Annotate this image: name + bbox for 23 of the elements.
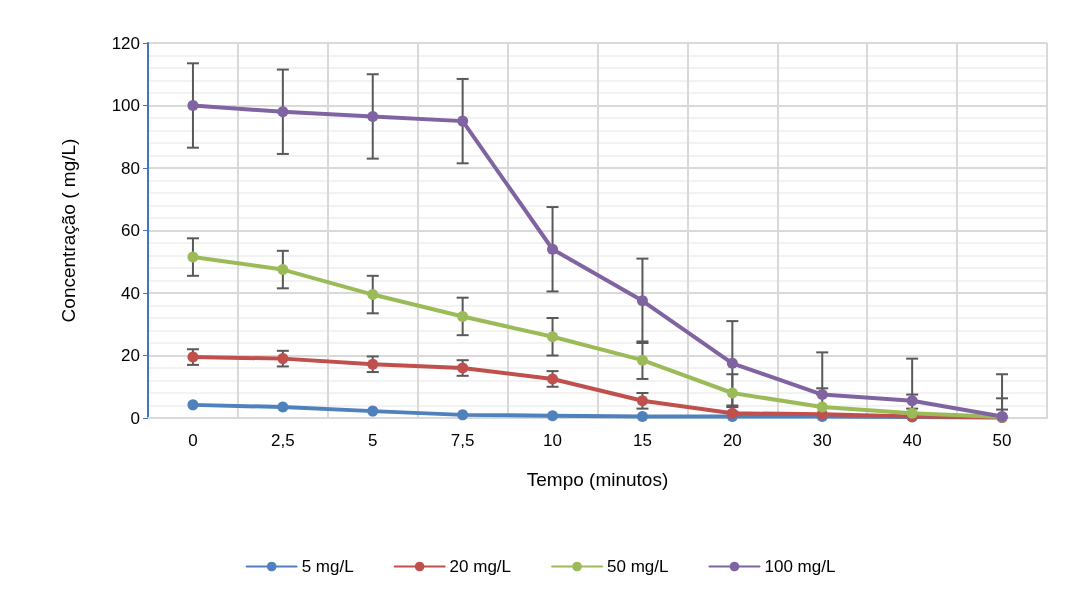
x-tick-label: 30 [812,431,832,450]
legend-label: 5 mg/L [301,557,354,576]
legend-label: 50 mg/L [607,557,669,576]
legend-label: 100 mg/L [764,557,836,576]
y-tick-label: 20 [121,346,140,365]
y-tick-label: 40 [121,283,140,303]
x-axis-title: Tempo (minutos) [526,469,669,490]
y-tick-label: 60 [121,221,140,240]
y-tick-label: 120 [111,33,140,53]
x-tick-label: 10 [543,431,563,450]
x-tick-label: 2,5 [271,431,295,450]
x-tick-label: 15 [632,431,652,450]
legend-label: 20 mg/L [449,557,512,576]
x-tick-label: 7,5 [450,431,475,450]
y-tick-label: 80 [121,158,140,178]
x-tick-label: 20 [722,431,742,450]
y-axis-title: Concentração ( mg/L) [58,138,79,323]
y-tick-label: 0 [130,408,140,428]
y-tick-label: 100 [111,96,140,115]
x-tick-label: 50 [992,431,1012,450]
x-tick-label: 5 [368,431,378,450]
x-tick-label: 40 [902,431,922,450]
x-tick-label: 0 [188,431,198,450]
